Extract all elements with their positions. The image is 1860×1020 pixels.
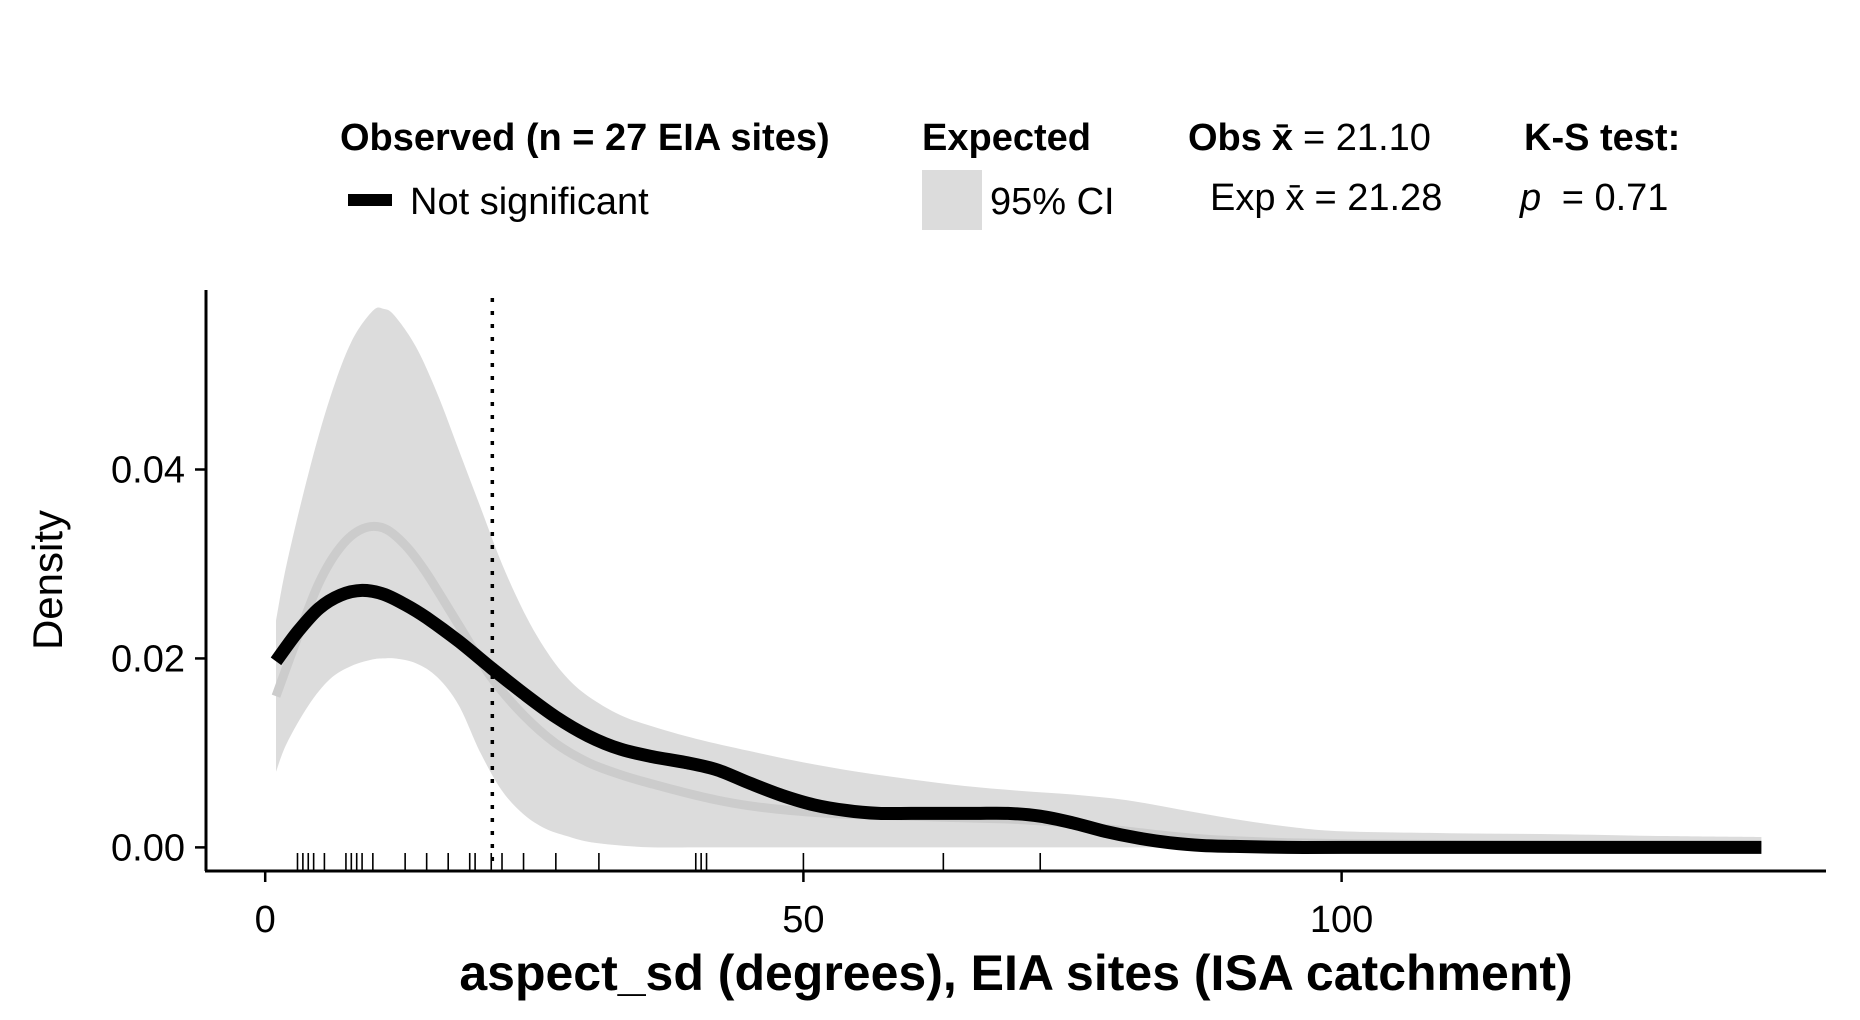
x-tick-label: 50 [782, 899, 824, 941]
ks-test-result: p = 0.71 [1519, 177, 1668, 219]
exp-mean-text: Exp x̄ = 21.28 [1210, 177, 1442, 219]
observed-density-line [270, 583, 1762, 854]
tick-layer: 0 50 100 0.00 0.02 0.04 [111, 449, 1373, 941]
ci-band-layer [276, 307, 1762, 848]
legend-observed-title: Observed (n = 27 EIA sites) [340, 117, 830, 159]
legend-observed-entry: Not significant [410, 181, 649, 223]
ks-p-symbol: p [1519, 177, 1541, 219]
obs-xbar-symbol: x̄ [1272, 117, 1293, 159]
legend-expected-title: Expected [922, 117, 1091, 159]
y-axis-title: Density [24, 510, 71, 650]
exp-mean-value: = 21.28 [1314, 177, 1442, 219]
series-layer [270, 521, 1762, 854]
ks-test-title: K-S test: [1524, 117, 1680, 159]
ci-band [276, 307, 1762, 848]
x-tick-label: 100 [1310, 899, 1373, 941]
obs-mean-text: Obs x̄ = 21.10 [1188, 117, 1431, 159]
y-tick-label: 0.04 [111, 449, 185, 491]
obs-mean-label: Obs [1188, 117, 1262, 159]
y-tick-label: 0.02 [111, 638, 185, 680]
axes [204, 290, 1826, 873]
legend: Observed (n = 27 EIA sites) Not signific… [340, 117, 1680, 230]
y-tick-label: 0.00 [111, 827, 185, 869]
obs-mean-value: = 21.10 [1303, 117, 1431, 159]
exp-mean-label: Exp [1210, 177, 1275, 219]
x-tick-label: 0 [255, 899, 276, 941]
exp-xbar-symbol: x̄ [1285, 177, 1304, 219]
ks-p-value: = 0.71 [1551, 177, 1668, 219]
legend-ci-entry: 95% CI [990, 181, 1115, 223]
rug-layer [296, 853, 1042, 871]
x-axis-title: aspect_sd (degrees), EIA sites (ISA catc… [459, 945, 1572, 1001]
legend-ci-swatch [922, 170, 982, 230]
